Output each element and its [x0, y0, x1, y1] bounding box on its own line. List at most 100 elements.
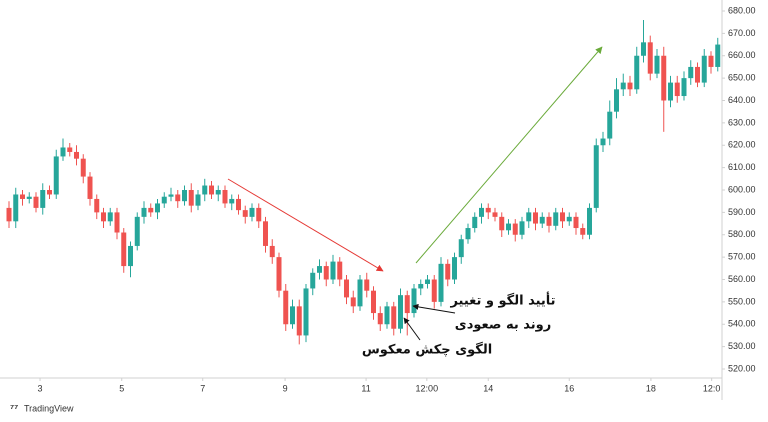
candle-body [337, 261, 343, 280]
candle-body [452, 257, 457, 280]
y-tick-label: 570.00 [728, 252, 756, 262]
y-tick-label: 550.00 [728, 296, 756, 306]
y-tick-label: 590.00 [728, 207, 756, 217]
candle-body [364, 279, 370, 291]
candle-body [290, 306, 295, 325]
x-tick-label: 9 [283, 383, 288, 393]
candle-body [384, 306, 390, 325]
candle-body [614, 89, 619, 112]
y-tick-label: 640.00 [728, 95, 756, 105]
candle-body [668, 82, 673, 101]
candle-body [607, 111, 613, 139]
candle-body [499, 216, 505, 231]
y-tick-label: 660.00 [728, 50, 756, 60]
annotation: الگوی چکش معکوس [362, 342, 492, 358]
candle-body [425, 279, 430, 284]
plot-area [6, 19, 721, 345]
candle-body [330, 261, 336, 280]
candle-body [445, 263, 451, 280]
candle-body [229, 198, 235, 204]
candle-body [485, 207, 491, 213]
candle-body [222, 190, 228, 204]
y-tick-label: 600.00 [728, 184, 756, 194]
pointer-arrow [403, 317, 421, 341]
candle-body [593, 145, 599, 208]
x-tick-label: 12:00 [416, 383, 439, 393]
candle-body [654, 55, 660, 74]
candle-body [411, 288, 417, 314]
candle-body [209, 185, 214, 195]
candle-body [438, 263, 444, 302]
candle-body [573, 216, 579, 229]
x-tick-label: 14 [483, 383, 493, 393]
candle-body [587, 207, 592, 235]
y-tick-label: 520.00 [728, 363, 756, 373]
candle-body [404, 295, 410, 314]
candle-body [350, 297, 356, 307]
candle-body [236, 198, 241, 211]
candle-body [141, 207, 147, 217]
candle-body [269, 245, 275, 258]
up-trend-arrow [415, 46, 603, 264]
candle-body [276, 257, 282, 291]
candle-body [26, 196, 32, 199]
candle-body [188, 190, 194, 206]
candle-body [553, 212, 559, 226]
candle-body [506, 223, 511, 231]
candle-body [492, 212, 498, 217]
candle-body [701, 55, 707, 83]
candle-body [296, 306, 302, 336]
candle-body [155, 203, 160, 213]
candle-body [80, 158, 86, 177]
candle-body [377, 313, 383, 325]
candle-body [20, 194, 25, 199]
candle-body [249, 207, 255, 217]
annotation: تأیید الگو و تغییر [449, 292, 555, 309]
candle-body [519, 221, 525, 235]
candle-body [688, 66, 694, 79]
candle-body [620, 82, 626, 90]
y-tick-label: 680.00 [728, 5, 756, 15]
candle-body [107, 212, 113, 222]
candle-body [641, 42, 646, 56]
candle-body [114, 212, 120, 233]
y-tick-label: 530.00 [728, 341, 756, 351]
candle-body [323, 266, 329, 280]
candle-body [661, 55, 667, 101]
candle-body [94, 198, 100, 213]
candle-body [708, 55, 714, 67]
candle-body [195, 194, 201, 206]
candle-body [539, 216, 545, 224]
candle-body [215, 190, 221, 195]
candle-body [472, 216, 478, 229]
watermark: TradingView [24, 403, 74, 413]
y-tick-label: 650.00 [728, 73, 756, 83]
candle-body [242, 210, 248, 217]
candle-body [344, 279, 349, 298]
candle-body [715, 44, 721, 67]
candle-body [53, 156, 59, 195]
candle-body [67, 147, 73, 152]
x-tick-label: 5 [119, 383, 124, 393]
candle-body [168, 194, 174, 197]
candle-body [634, 55, 640, 90]
candle-body [310, 272, 316, 289]
candle-body [87, 176, 93, 199]
candle-body [303, 288, 309, 336]
candle-body [74, 151, 79, 159]
candle-body [256, 207, 262, 222]
candle-body [398, 295, 403, 329]
candle-body [317, 266, 322, 273]
candle-body [566, 216, 572, 222]
candle-body [148, 207, 154, 213]
candle-body [263, 221, 268, 246]
pointer-arrow [412, 303, 456, 314]
candle-body [560, 212, 565, 222]
x-tick-label: 7 [200, 383, 205, 393]
candle-body [101, 212, 106, 222]
y-tick-label: 630.00 [728, 117, 756, 127]
candle-body [526, 212, 532, 222]
candle-body [134, 216, 140, 246]
candle-body [13, 194, 19, 222]
